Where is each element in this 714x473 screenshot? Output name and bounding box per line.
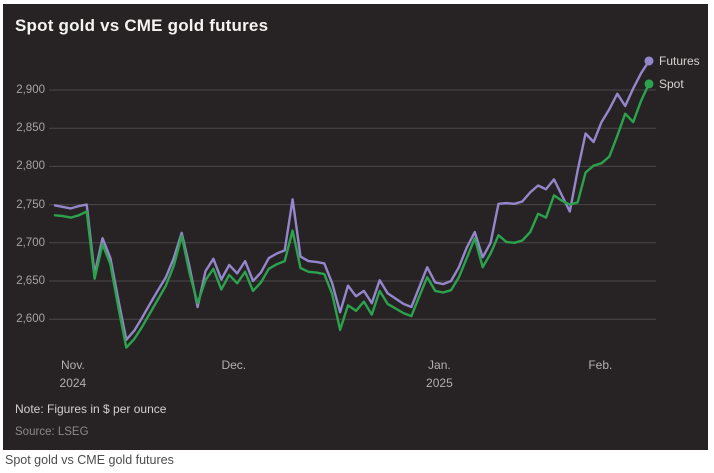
- spot-end-dot: [644, 79, 654, 89]
- chart-note: Note: Figures in $ per ounce: [15, 402, 167, 416]
- y-tick-label: 2,600: [16, 313, 45, 326]
- chart-svg: [49, 56, 656, 349]
- y-tick-label: 2,700: [16, 236, 45, 249]
- y-tick-label: 2,850: [16, 122, 45, 135]
- page-caption: Spot gold vs CME gold futures: [5, 453, 174, 467]
- y-tick-label: 2,900: [16, 84, 45, 96]
- x-tick-label: Feb.: [588, 358, 613, 372]
- y-tick-label: 2,800: [16, 160, 45, 173]
- spot-line: [53, 82, 651, 349]
- chart-title: Spot gold vs CME gold futures: [15, 16, 269, 35]
- y-tick-label: 2,650: [16, 275, 45, 287]
- chart-card: Spot gold vs CME gold futures 2,900 2,850…: [3, 4, 708, 450]
- x-tick-label: Dec.: [221, 358, 247, 372]
- legend-spot-label: Spot: [659, 76, 684, 91]
- x-tick-label: Nov. 2024: [59, 358, 87, 390]
- x-tick-label: Jan. 2025: [426, 358, 453, 390]
- chart-source: Source: LSEG: [15, 426, 89, 438]
- futures-end-dot: [644, 56, 654, 66]
- y-tick-label: 2,750: [16, 198, 45, 211]
- futures-line: [53, 59, 651, 341]
- legend-futures-label: Futures: [659, 53, 700, 68]
